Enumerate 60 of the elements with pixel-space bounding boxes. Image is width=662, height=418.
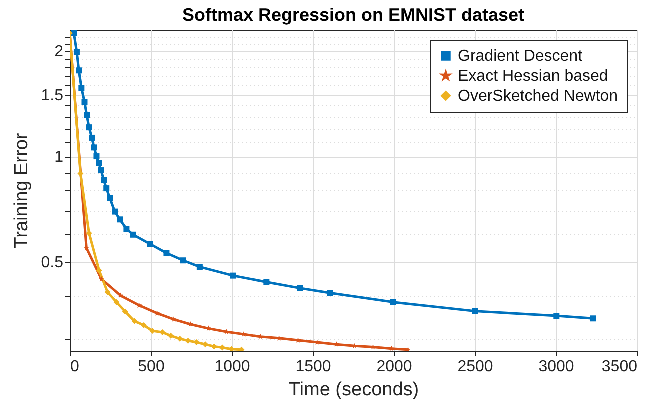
- point: [82, 99, 88, 106]
- legend-label: OverSketched Newton: [458, 88, 618, 105]
- point: [264, 279, 270, 286]
- point: [327, 290, 334, 296]
- x-tick-label: 1000: [214, 358, 250, 376]
- y-tick-label: 1: [54, 149, 64, 166]
- y-tick-label: 2: [54, 44, 64, 61]
- point: [84, 112, 90, 119]
- point: [117, 216, 124, 223]
- point: [89, 134, 96, 141]
- point: [104, 186, 110, 192]
- point: [76, 68, 82, 74]
- point: [177, 336, 183, 342]
- point: [91, 144, 98, 151]
- point: [132, 318, 138, 324]
- y-tick-label: 0.5: [41, 254, 64, 272]
- x-tick-label: 1500: [296, 358, 332, 376]
- point: [180, 258, 186, 264]
- point: [185, 338, 192, 344]
- point: [94, 154, 100, 160]
- point: [230, 272, 236, 279]
- point: [141, 322, 148, 328]
- legend-label: Gradient Descent: [458, 48, 584, 65]
- point: [472, 308, 478, 314]
- point: [112, 208, 118, 215]
- point: [114, 299, 120, 306]
- point: [164, 250, 170, 256]
- x-tick-label: 0: [70, 358, 80, 376]
- x-tick-label: 500: [138, 358, 165, 376]
- y-axis-title: Training Error: [11, 132, 32, 249]
- point: [122, 308, 128, 315]
- point: [130, 232, 136, 238]
- point: [196, 264, 203, 270]
- point: [194, 340, 200, 346]
- point: [74, 48, 80, 55]
- point: [104, 289, 111, 296]
- point: [160, 330, 166, 336]
- legend-label: Exact Hessian based: [458, 68, 608, 85]
- x-tick-label: 3000: [538, 358, 574, 376]
- point: [107, 195, 114, 202]
- x-axis-title: Time (seconds): [288, 380, 420, 400]
- point: [86, 124, 92, 131]
- point: [96, 268, 102, 274]
- point: [96, 160, 102, 166]
- x-tick-label: 2000: [376, 358, 412, 376]
- point: [554, 313, 560, 320]
- point: [590, 316, 596, 322]
- x-tick-label: 3500: [602, 358, 638, 376]
- y-tick-label: 1.5: [41, 87, 64, 104]
- point: [297, 285, 304, 292]
- point: [124, 226, 130, 232]
- point: [118, 292, 124, 298]
- point: [147, 241, 154, 248]
- point: [98, 168, 104, 174]
- chart-title: Softmax Regression on EMNIST dataset: [182, 4, 525, 25]
- point: [78, 85, 85, 92]
- point: [101, 177, 108, 184]
- point: [390, 299, 396, 306]
- x-tick-label: 2500: [458, 358, 494, 376]
- point: [168, 332, 174, 339]
